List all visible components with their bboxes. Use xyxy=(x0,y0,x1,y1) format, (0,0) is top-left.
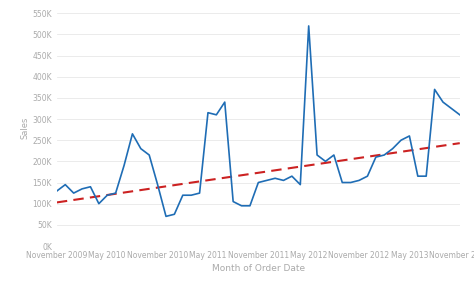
Y-axis label: Sales: Sales xyxy=(20,116,29,139)
X-axis label: Month of Order Date: Month of Order Date xyxy=(212,264,305,273)
